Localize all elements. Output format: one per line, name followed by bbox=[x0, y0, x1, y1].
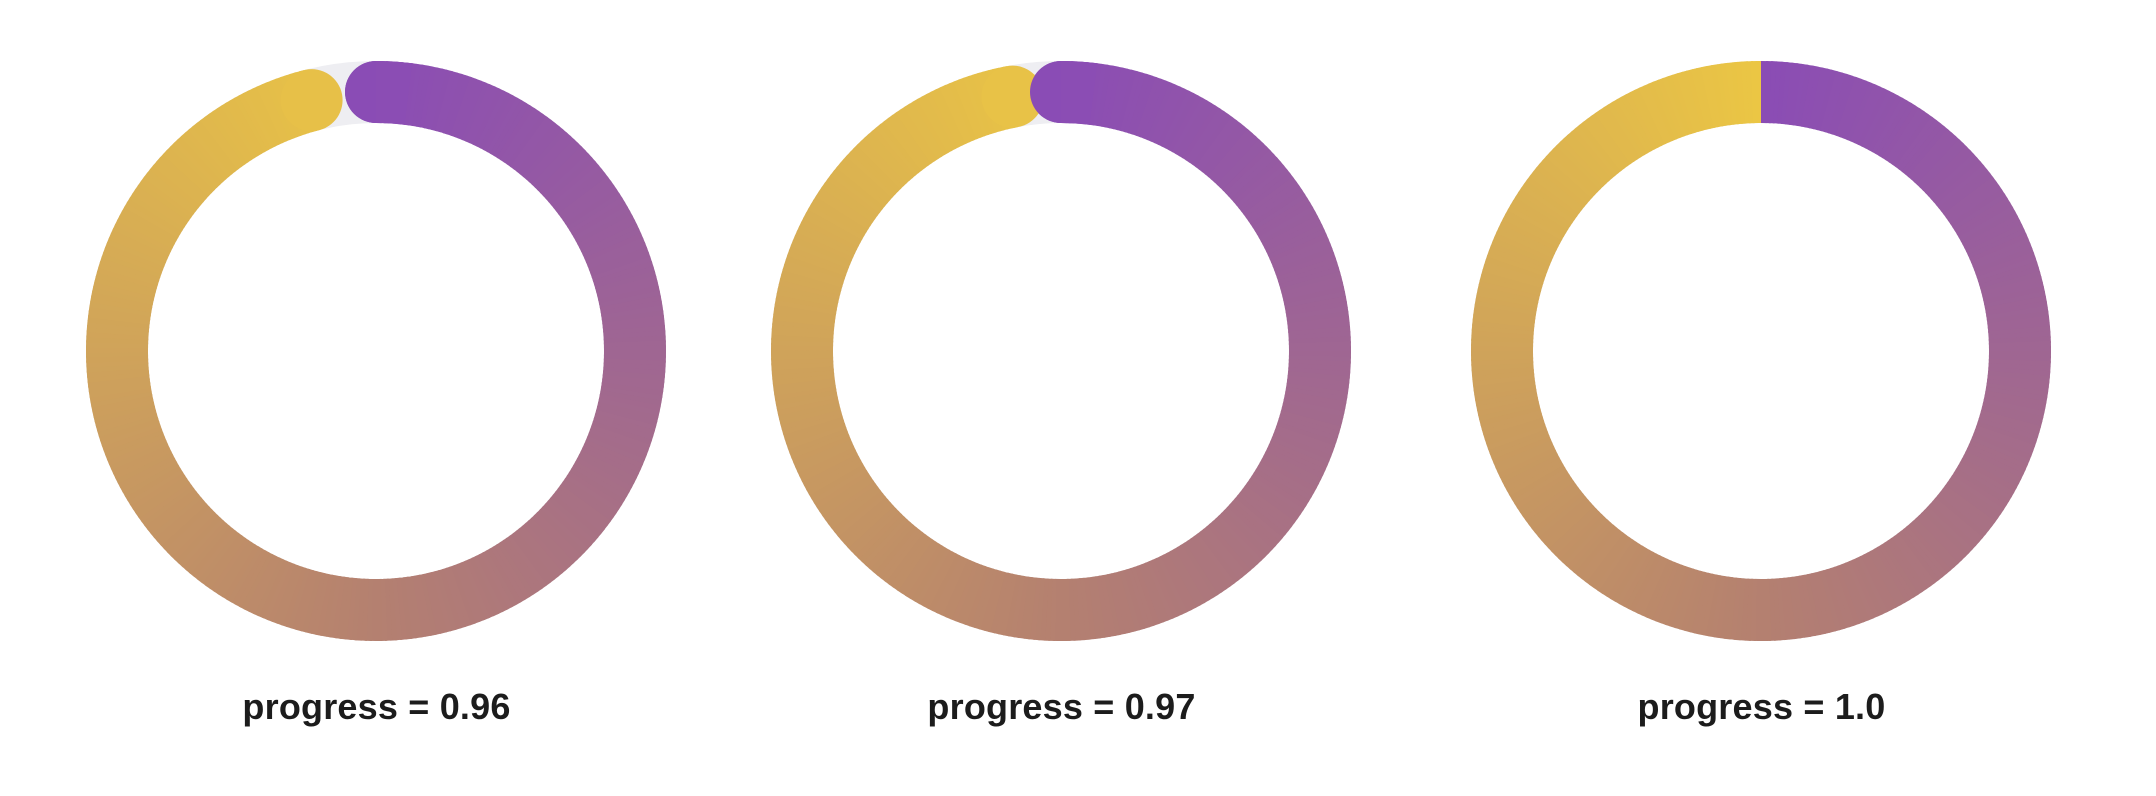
progress-ring-1: progress = 0.97 bbox=[702, 0, 1421, 796]
progress-ring-label: progress = 1.0 bbox=[1402, 686, 2121, 728]
ring-progress-arc bbox=[1502, 92, 2020, 610]
progress-ring-0: progress = 0.96 bbox=[17, 0, 736, 796]
progress-ring-graphic bbox=[1402, 0, 2121, 700]
progress-ring-graphic bbox=[702, 0, 1421, 700]
ring-start-segment-top bbox=[376, 92, 408, 94]
progress-ring-label: progress = 0.97 bbox=[702, 686, 1421, 728]
progress-ring-label: progress = 0.96 bbox=[17, 686, 736, 728]
ring-progress-arc bbox=[802, 61, 1320, 610]
ring-end-cap bbox=[281, 69, 343, 131]
progress-ring-graphic bbox=[17, 0, 736, 700]
ring-progress-arc bbox=[117, 61, 635, 610]
progress-ring-2: progress = 1.0 bbox=[1402, 0, 2121, 796]
ring-start-segment-top bbox=[1061, 92, 1093, 94]
